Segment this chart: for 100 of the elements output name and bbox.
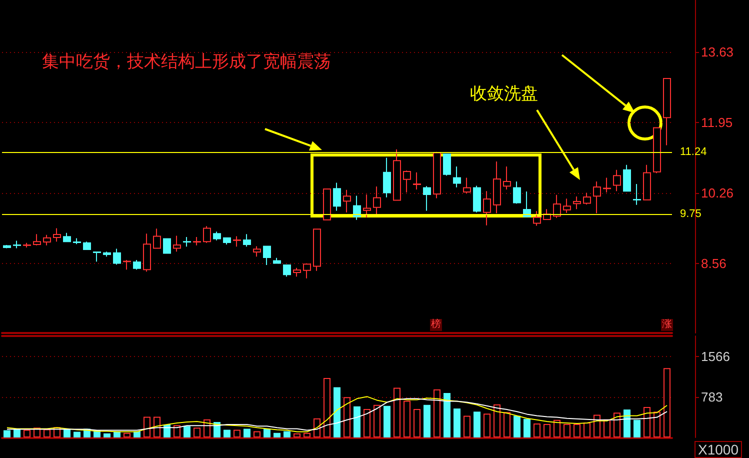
bar xyxy=(544,424,550,438)
candlestick xyxy=(443,153,451,176)
candlestick xyxy=(143,233,151,272)
bar xyxy=(604,419,610,438)
candlestick xyxy=(593,181,601,214)
candlestick xyxy=(493,160,501,214)
candlestick xyxy=(213,231,221,241)
candlestick xyxy=(403,170,411,193)
candlestick xyxy=(463,177,471,194)
candlestick xyxy=(503,166,511,190)
bar xyxy=(264,428,270,438)
annotation: 集中吃货，技术结构上形成了宽幅震荡 xyxy=(42,51,331,73)
bar xyxy=(284,431,290,438)
bar xyxy=(254,431,260,438)
candlestick xyxy=(63,232,71,242)
candlestick xyxy=(473,185,481,213)
bar xyxy=(464,416,470,438)
bar xyxy=(354,406,360,438)
bar xyxy=(574,424,580,438)
candlestick xyxy=(93,252,101,262)
candlestick xyxy=(173,235,181,252)
candlestick xyxy=(453,166,461,188)
candlestick xyxy=(423,186,431,212)
candlestick xyxy=(223,237,231,246)
bar xyxy=(554,420,560,438)
candlestick xyxy=(483,190,491,226)
bar xyxy=(634,420,640,438)
bar xyxy=(244,428,250,438)
candlestick xyxy=(653,127,661,174)
bar xyxy=(304,432,310,438)
candlestick xyxy=(3,244,11,249)
y-tick-label: 783 xyxy=(701,389,723,404)
bar xyxy=(324,378,330,438)
bar xyxy=(74,432,80,438)
candlestick xyxy=(313,228,321,272)
candlestick xyxy=(13,240,21,249)
candlestick xyxy=(413,172,421,190)
y-tick-label: 1566 xyxy=(701,348,730,364)
candlestick xyxy=(373,186,381,215)
bar xyxy=(654,412,660,438)
annotation: 榜 xyxy=(430,319,442,331)
y-tick-label: 13.63 xyxy=(701,44,734,60)
candlestick xyxy=(623,164,631,192)
candlestick xyxy=(83,241,91,250)
bar xyxy=(374,404,380,438)
bar xyxy=(504,412,510,438)
candlestick xyxy=(563,198,571,214)
bar xyxy=(224,430,230,438)
bar xyxy=(4,430,10,438)
bar xyxy=(414,409,420,438)
bar xyxy=(424,404,430,438)
candlestick xyxy=(553,194,561,218)
candlestick xyxy=(193,236,201,246)
bar xyxy=(564,424,570,438)
annotation: 涨 xyxy=(661,319,673,331)
bar xyxy=(454,408,460,438)
candlestick xyxy=(633,184,641,206)
candlestick xyxy=(343,189,351,213)
bar xyxy=(394,388,400,438)
bar xyxy=(624,410,630,438)
candlestick xyxy=(353,195,361,220)
bar xyxy=(384,406,390,438)
candlestick xyxy=(123,259,131,270)
candlestick xyxy=(603,177,611,193)
candlestick xyxy=(613,169,621,192)
candlestick xyxy=(103,251,111,258)
candlestick xyxy=(273,257,281,264)
bar xyxy=(404,400,410,438)
candlestick xyxy=(73,238,81,245)
bar xyxy=(194,428,200,438)
candlestick xyxy=(263,246,271,266)
bar xyxy=(444,392,450,438)
candlestick xyxy=(23,242,31,248)
candlestick xyxy=(643,164,651,200)
candlestick xyxy=(203,226,211,244)
candlestick xyxy=(133,259,141,270)
bar xyxy=(344,397,350,438)
candlestick xyxy=(393,148,401,201)
candlestick xyxy=(33,234,41,246)
bar xyxy=(474,412,480,438)
candlestick xyxy=(323,188,331,221)
candlestick xyxy=(513,181,521,204)
bar xyxy=(434,389,440,438)
candlestick xyxy=(43,234,51,246)
bar xyxy=(64,428,70,438)
y-tick-label: 11.95 xyxy=(701,114,733,130)
y-axis-title: X1000 xyxy=(698,442,739,458)
bar xyxy=(174,425,180,438)
candlestick xyxy=(433,152,441,199)
candlestick xyxy=(233,236,241,248)
candlestick xyxy=(583,192,591,205)
bar xyxy=(44,429,50,438)
bar xyxy=(14,429,20,438)
candlestick xyxy=(183,236,191,248)
annotation: 收敛洗盘 xyxy=(470,83,538,105)
bar xyxy=(524,418,530,438)
bar xyxy=(104,433,110,438)
bar xyxy=(294,433,300,438)
candlestick xyxy=(663,78,671,146)
bar xyxy=(274,432,280,438)
